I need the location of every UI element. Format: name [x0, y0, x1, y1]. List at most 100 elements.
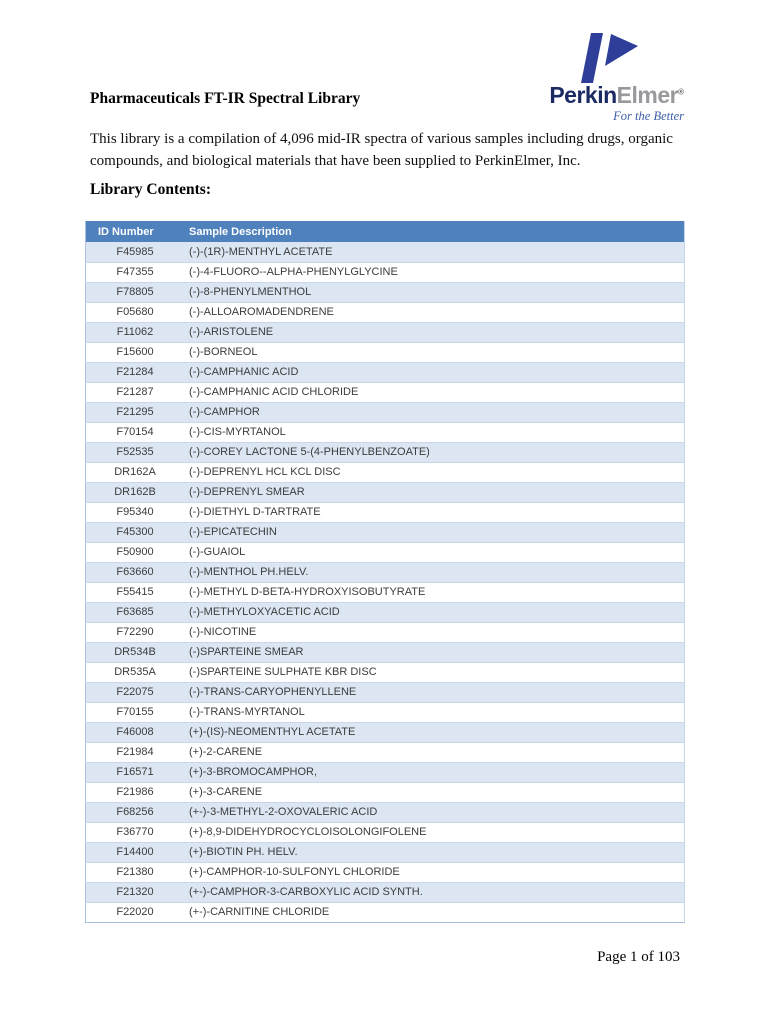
sample-description-cell: (+-)-CARNITINE CHLORIDE	[189, 906, 330, 918]
id-number-cell: F47355	[116, 266, 154, 278]
table-row: F22020 (+-)-CARNITINE CHLORIDE	[85, 902, 685, 922]
column-header-id-number: ID Number	[85, 221, 184, 242]
id-number-cell: F68256	[116, 806, 154, 818]
section-heading: Library Contents:	[90, 181, 211, 198]
brand-primary: Perkin	[549, 82, 617, 108]
table-body: F45985 (-)-(1R)-MENTHYL ACETATE F47355 (-)-…	[85, 242, 685, 922]
sample-description-cell: (-)-DEPRENYL HCL KCL DISC	[189, 466, 341, 478]
table-row: F95340 (-)-DIETHYL D-TARTRATE	[85, 502, 685, 522]
id-number-cell: F21320	[116, 886, 154, 898]
sample-description-cell: (-)-CAMPHANIC ACID	[189, 366, 299, 378]
id-number-cell: F11062	[116, 326, 154, 338]
sample-description-cell: (+-)-3-METHYL-2-OXOVALERIC ACID	[189, 806, 378, 818]
sample-description-cell: (-)-METHYLOXYACETIC ACID	[189, 606, 340, 618]
table-row: F70154 (-)-CIS-MYRTANOL	[85, 422, 685, 442]
sample-description-cell: (-)-EPICATECHIN	[189, 526, 277, 538]
intro-paragraph: This library is a compilation of 4,096 m…	[90, 131, 673, 169]
sample-description-cell: (+)-3-CARENE	[189, 786, 263, 798]
sample-description-cell: (-)-TRANS-CARYOPHENYLLENE	[189, 686, 357, 698]
id-number-cell: F78805	[116, 286, 154, 298]
id-number-cell: F22075	[116, 686, 154, 698]
sample-description-cell: (-)-(1R)-MENTHYL ACETATE	[189, 245, 333, 258]
table-row: F68256 (+-)-3-METHYL-2-OXOVALERIC ACID	[85, 802, 685, 822]
column-header-sample-description: Sample Description	[184, 221, 685, 242]
id-number-cell: F70154	[116, 426, 154, 438]
id-number-cell: F72290	[116, 626, 154, 638]
page-title: Pharmaceuticals FT-IR Spectral Library	[90, 90, 361, 107]
id-number-cell: F63660	[116, 566, 154, 578]
id-number-cell: F22020	[116, 906, 154, 918]
id-number-cell: F21287	[116, 386, 154, 398]
id-number-cell: F50900	[116, 546, 154, 558]
page-number: Page 1 of 103	[597, 949, 680, 965]
id-number-cell: F70155	[116, 706, 154, 718]
id-number-cell: F45300	[116, 526, 154, 538]
table-row: F21984 (+)-2-CARENE	[85, 742, 685, 762]
id-number-cell: DR162A	[114, 466, 156, 478]
table-row: DR535A (-)SPARTEINE SULPHATE KBR DISC	[85, 662, 685, 682]
table-row: F45985 (-)-(1R)-MENTHYL ACETATE	[85, 242, 685, 262]
id-number-cell: F63685	[116, 606, 154, 618]
perkinelmer-logo-icon	[581, 33, 638, 83]
table-header: ID Number Sample Description	[85, 221, 685, 242]
id-number-cell: F05680	[116, 306, 154, 318]
table-row: F22075 (-)-TRANS-CARYOPHENYLLENE	[85, 682, 685, 702]
sample-description-cell: (-)-CAMPHANIC ACID CHLORIDE	[189, 386, 359, 398]
sample-description-cell: (+)-CAMPHOR-10-SULFONYL CHLORIDE	[189, 866, 400, 878]
id-number-cell: F21295	[116, 406, 154, 418]
library-contents-table: ID Number Sample Description F45985 (-)-(…	[85, 221, 685, 923]
id-number-cell: F16571	[116, 766, 154, 778]
sample-description-cell: (-)-CIS-MYRTANOL	[189, 426, 286, 438]
id-number-cell: DR534B	[114, 646, 156, 658]
sample-description-cell: (-)-TRANS-MYRTANOL	[189, 706, 305, 718]
table-row: F70155 (-)-TRANS-MYRTANOL	[85, 702, 685, 722]
sample-description-cell: (-)-GUAIOL	[189, 546, 246, 558]
sample-description-cell: (-)-4-FLUORO--ALPHA-PHENYLGLYCINE	[189, 266, 398, 278]
table-row: F21284 (-)-CAMPHANIC ACID	[85, 362, 685, 382]
table-row: F21287 (-)-CAMPHANIC ACID CHLORIDE	[85, 382, 685, 402]
table-row: DR534B (-)SPARTEINE SMEAR	[85, 642, 685, 662]
sample-description-cell: (-)-DIETHYL D-TARTRATE	[189, 506, 321, 518]
sample-description-cell: (+)-8,9-DIDEHYDROCYCLOISOLONGIFOLENE	[189, 826, 427, 838]
sample-description-cell: (-)-MENTHOL PH.HELV.	[189, 566, 309, 578]
table-row: F63660 (-)-MENTHOL PH.HELV.	[85, 562, 685, 582]
brand-secondary: Elmer	[616, 82, 679, 108]
table-header-row: ID Number Sample Description	[85, 221, 685, 242]
id-number-cell: F21984	[116, 746, 154, 758]
sample-description-cell: (-)-ALLOAROMADENDRENE	[189, 306, 334, 318]
registered-trademark-icon: ®	[678, 87, 684, 97]
table-row: F52535 (-)-COREY LACTONE 5-(4-PHENYLBENZO…	[85, 442, 685, 462]
perkinelmer-logo: PerkinElmer® For the Better	[549, 32, 684, 124]
table-row: F50900 (-)-GUAIOL	[85, 542, 685, 562]
table-row: F78805 (-)-8-PHENYLMENTHOL	[85, 282, 685, 302]
perkinelmer-wordmark: PerkinElmer®	[549, 84, 684, 107]
table-row: F11062 (-)-ARISTOLENE	[85, 322, 685, 342]
id-number-cell: F21986	[116, 786, 154, 798]
table-row: F21986 (+)-3-CARENE	[85, 782, 685, 802]
table-row: DR162A (-)-DEPRENYL HCL KCL DISC	[85, 462, 685, 482]
sample-description-cell: (-)-METHYL D-BETA-HYDROXYISOBUTYRATE	[189, 586, 426, 598]
table-row: F21295 (-)-CAMPHOR	[85, 402, 685, 422]
id-number-cell: F21284	[116, 366, 154, 378]
id-number-cell: F55415	[116, 586, 154, 598]
table-row: F21380 (+)-CAMPHOR-10-SULFONYL CHLORIDE	[85, 862, 685, 882]
sample-description-cell: (+-)-CAMPHOR-3-CARBOXYLIC ACID SYNTH.	[189, 886, 423, 898]
sample-description-cell: (-)-NICOTINE	[189, 626, 257, 638]
sample-description-cell: (+)-(IS)-NEOMENTHYL ACETATE	[189, 726, 356, 738]
table-row: F45300 (-)-EPICATECHIN	[85, 522, 685, 542]
sample-description-cell: (-)SPARTEINE SULPHATE KBR DISC	[189, 666, 377, 678]
table-row: F14400 (+)-BIOTIN PH. HELV.	[85, 842, 685, 862]
id-number-cell: F52535	[116, 446, 154, 458]
table-row: F16571 (+)-3-BROMOCAMPHOR,	[85, 762, 685, 782]
sample-description-cell: (-)-DEPRENYL SMEAR	[189, 486, 305, 498]
table-row: F72290 (-)-NICOTINE	[85, 622, 685, 642]
id-number-cell: DR535A	[114, 666, 156, 678]
sample-description-cell: (+)-3-BROMOCAMPHOR,	[189, 766, 318, 778]
id-number-cell: DR162B	[114, 486, 156, 498]
brand-tagline: For the Better	[613, 109, 684, 123]
sample-description-cell: (-)-8-PHENYLMENTHOL	[189, 286, 312, 298]
table-row: F55415 (-)-METHYL D-BETA-HYDROXYISOBUTYRA…	[85, 582, 685, 602]
sample-description-cell: (+)-BIOTIN PH. HELV.	[189, 846, 298, 858]
sample-description-cell: (-)SPARTEINE SMEAR	[189, 646, 304, 658]
